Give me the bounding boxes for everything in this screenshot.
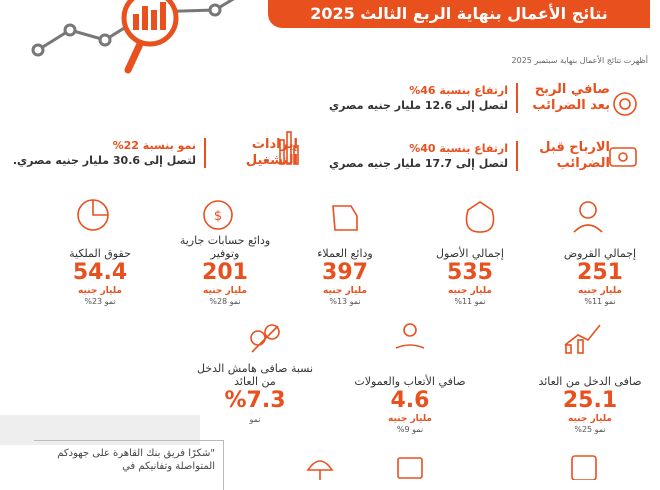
highlight-growth: ارتفاع بنسبة 40% — [409, 142, 508, 155]
metric-value: 25.1 — [562, 388, 618, 413]
metric: ودائع العملاء 397 مليار جنيه نمو 13% — [285, 232, 405, 308]
subtitle: أظهرت نتائج الأعمال بنهاية سبتمبر 2025 — [511, 56, 648, 65]
metric-label: إجمالي الأصول — [436, 247, 504, 260]
metric-label: ودائع العملاء — [317, 247, 373, 260]
metric-label: نسبة صافى هامش الدخل من العائد — [196, 362, 314, 388]
highlight: الارباح قبل الضرائب ارتفاع بنسبة 40% لتصل … — [329, 140, 610, 172]
metric: إجمالي القروض 251 مليار جنيه نمو 11% — [540, 232, 660, 308]
metric-value: 201 — [202, 260, 248, 285]
metric: ودائع حسابات جارية وتوفير 201 مليار جنيه نم… — [165, 232, 285, 308]
svg-text:$: $ — [214, 209, 222, 224]
metric-value: 535 — [447, 260, 493, 285]
metric-growth: نمو 25% — [574, 425, 606, 434]
decoration: $ — [0, 0, 637, 480]
highlight-text: ارتفاع بنسبة 40% لتصل إلى 17.7 مليار جنيه… — [329, 141, 518, 171]
metric-growth: نمو 23% — [84, 297, 116, 306]
metric: حقوق الملكية 54.4 مليار جنيه نمو 23% — [40, 232, 160, 308]
metric-growth: نمو 11% — [584, 297, 616, 306]
highlight: إيرادات التشغيل نمو بنسبة 22% لتصل إلى 30.… — [13, 137, 298, 169]
metric-value: 397 — [322, 260, 368, 285]
highlight-amount: لتصل إلى 30.6 مليار جنيه مصري. — [12, 154, 196, 167]
highlight-amount: لتصل إلى 17.7 مليار جنيه مصري — [328, 157, 508, 170]
quote-box: "شكرًا فريق بنك القاهرة على جهودكم المتو… — [34, 440, 224, 490]
metric-label: صافي الأتعاب والعمولات — [354, 375, 466, 388]
metric-growth: نمو — [249, 415, 261, 424]
metric-label: حقوق الملكية — [69, 247, 131, 260]
highlight-growth: ارتفاع بنسبة 46% — [409, 84, 508, 97]
metric-unit: مليار جنيه — [323, 286, 367, 296]
highlight-text: نمو بنسبة 22% لتصل إلى 30.6 مليار جنيه مص… — [13, 138, 206, 168]
title-banner: نتائج الأعمال بنهاية الربع الثالث 2025 — [268, 0, 650, 28]
metric-label: صافى الدخل من العائد — [538, 375, 642, 388]
metric: صافى الدخل من العائد 25.1 مليار جنيه نمو 25… — [530, 360, 650, 436]
metric-growth: نمو 11% — [454, 297, 486, 306]
metric: نسبة صافى هامش الدخل من العائد %7.3 نمو — [195, 360, 315, 426]
icons: $ — [77, 92, 637, 480]
highlight-label: صافي الربح بعد الضرائب — [532, 82, 610, 113]
highlight-text: ارتفاع بنسبة 46% لتصل إلى 12.6 مليار جنيه… — [329, 83, 518, 113]
metric-unit: مليار جنيه — [388, 414, 432, 424]
metric-value: 251 — [577, 260, 623, 285]
highlight-growth: نمو بنسبة 22% — [112, 139, 196, 152]
highlight-amount: لتصل إلى 12.6 مليار جنيه مصري — [328, 99, 508, 112]
metric-label: ودائع حسابات جارية وتوفير — [179, 234, 271, 260]
quote: "شكرًا فريق بنك القاهرة على جهودكم المتو… — [57, 448, 215, 472]
metric: صافي الأتعاب والعمولات 4.6 مليار جنيه نمو 9… — [350, 360, 470, 436]
metric-unit: مليار جنيه — [203, 286, 247, 296]
metric-unit: مليار جنيه — [568, 414, 612, 424]
highlight: صافي الربح بعد الضرائب ارتفاع بنسبة 46% لت… — [329, 82, 610, 114]
metric-growth: نمو 28% — [209, 297, 241, 306]
metric-unit: مليار جنيه — [78, 286, 122, 296]
magnifier-icon — [121, 0, 179, 74]
metric: إجمالي الأصول 535 مليار جنيه نمو 11% — [410, 232, 530, 308]
metric-label: إجمالي القروض — [563, 247, 637, 260]
metric-unit: مليار جنيه — [448, 286, 492, 296]
metric-growth: نمو 13% — [329, 297, 361, 306]
metric-value: 4.6 — [390, 388, 430, 413]
metric-value: %7.3 — [224, 388, 286, 413]
highlight-label: الارباح قبل الضرائب — [539, 140, 610, 171]
metric-growth: نمو 9% — [396, 425, 424, 434]
highlight-label: إيرادات التشغيل — [245, 137, 298, 168]
metric-unit: مليار جنيه — [578, 286, 622, 296]
title: نتائج الأعمال بنهاية الربع الثالث 2025 — [310, 4, 608, 23]
metric-value: 54.4 — [72, 260, 128, 285]
